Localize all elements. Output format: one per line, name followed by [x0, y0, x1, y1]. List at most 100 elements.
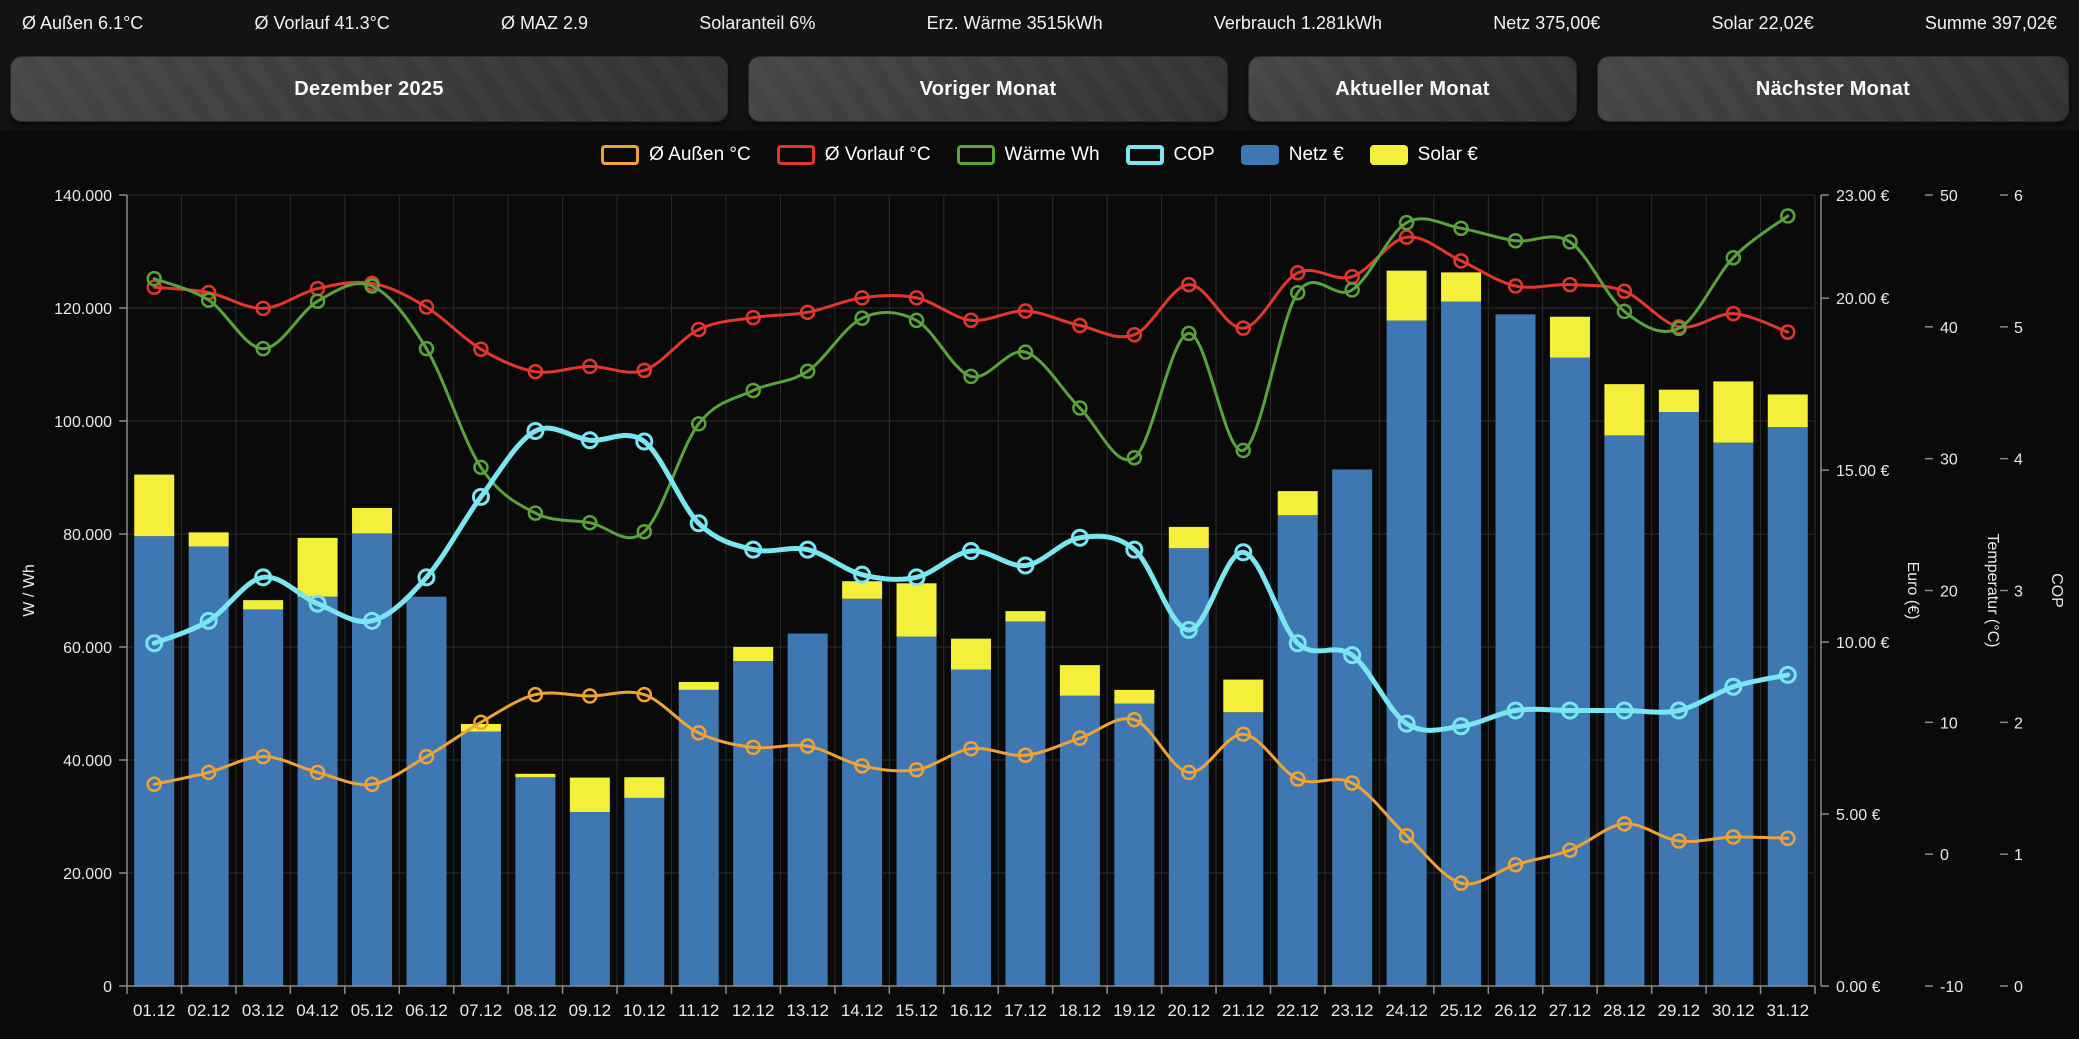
data-point-marker: [907, 568, 926, 587]
svg-text:18.12: 18.12: [1059, 1001, 1102, 1020]
data-point-marker: [744, 540, 763, 559]
svg-text:120.000: 120.000: [54, 301, 112, 318]
legend-fill-swatch: [1369, 145, 1408, 165]
svg-text:03.12: 03.12: [242, 1001, 285, 1020]
bar: [1168, 526, 1209, 549]
bar: [1223, 712, 1264, 986]
data-point-marker: [1616, 283, 1633, 299]
svg-text:08.12: 08.12: [514, 1001, 557, 1020]
data-point-marker: [908, 762, 925, 778]
data-point-marker: [636, 523, 653, 540]
bar: [896, 636, 937, 986]
svg-text:04.12: 04.12: [296, 1001, 339, 1020]
data-point-marker: [1289, 284, 1306, 301]
bar: [951, 669, 991, 986]
legend-item-solar-€[interactable]: Solar €: [1369, 144, 1478, 166]
data-point-marker: [146, 270, 162, 287]
svg-text:-10: -10: [1940, 979, 1963, 996]
data-point-marker: [1234, 543, 1253, 562]
data-point-marker: [1181, 276, 1197, 293]
data-point-marker: [799, 738, 816, 754]
svg-text:10: 10: [1940, 715, 1958, 732]
bar: [515, 773, 556, 778]
data-point-marker: [199, 611, 218, 630]
bar: [1441, 301, 1482, 986]
bar: [460, 731, 501, 986]
svg-text:2: 2: [2014, 715, 2023, 732]
bar: [1386, 270, 1427, 321]
data-point-marker: [690, 416, 707, 432]
bar: [1658, 412, 1699, 986]
bar: [1549, 316, 1590, 358]
bar: [842, 598, 883, 986]
data-point-marker: [1780, 324, 1796, 340]
next-month-button[interactable]: Nächster Monat: [1597, 56, 2069, 122]
data-point-marker: [473, 459, 489, 476]
data-point-marker: [636, 362, 653, 379]
data-point-marker: [1452, 717, 1471, 736]
svg-text:COP: COP: [2048, 573, 2065, 608]
svg-text:16.12: 16.12: [950, 1001, 993, 1020]
data-point-marker: [854, 758, 870, 774]
legend-item-netz-€[interactable]: Netz €: [1240, 144, 1344, 166]
data-point-marker: [1397, 714, 1416, 733]
bar: [1332, 469, 1373, 986]
legend-item-wärme-wh[interactable]: Wärme Wh: [956, 144, 1100, 166]
bar: [624, 777, 665, 798]
svg-text:Euro (€): Euro (€): [1904, 562, 1921, 620]
legend-label: Ø Außen °C: [649, 144, 751, 165]
legend-item--au-en-c[interactable]: Ø Außen °C: [601, 144, 751, 166]
chart-svg: 0 20.000 40.000 60.000 80.000 100.000 120.000 1…: [21, 188, 2065, 1020]
bar: [1604, 384, 1645, 436]
data-point-marker: [1017, 303, 1034, 319]
legend-label: COP: [1173, 144, 1215, 165]
data-point-marker: [1072, 400, 1088, 416]
svg-text:3: 3: [2014, 584, 2023, 601]
svg-text:22.12: 22.12: [1276, 1001, 1319, 1020]
data-point-marker: [255, 748, 271, 765]
data-point-marker: [963, 312, 979, 328]
data-point-marker: [1072, 730, 1088, 746]
data-point-marker: [364, 776, 380, 793]
data-point-marker: [1453, 220, 1469, 237]
gridlines: [127, 194, 1816, 986]
data-point-marker: [1344, 282, 1360, 298]
data-point-marker: [963, 740, 979, 757]
data-point-marker: [853, 565, 872, 584]
svg-text:15.12: 15.12: [895, 1001, 938, 1020]
data-point-marker: [745, 739, 761, 756]
data-point-marker: [309, 293, 326, 309]
svg-text:15.00 €: 15.00 €: [1836, 463, 1889, 480]
data-point-marker: [908, 312, 925, 329]
current-month-label-button[interactable]: Dezember 2025: [10, 56, 728, 122]
data-point-marker: [1235, 726, 1252, 742]
bar: [1386, 320, 1427, 986]
cop-line: [145, 421, 1797, 736]
svg-text:23.12: 23.12: [1331, 1001, 1374, 1020]
data-point-marker: [1181, 764, 1197, 781]
chart-legend: Ø Außen °C Ø Vorlauf °C Wärme Wh COP Netz € S…: [0, 144, 2079, 166]
data-point-marker: [308, 594, 327, 613]
axis-ticks: [119, 194, 2008, 994]
data-point-marker: [799, 363, 816, 380]
data-point-marker: [1506, 701, 1525, 720]
data-point-marker: [473, 714, 489, 731]
svg-text:29.12: 29.12: [1658, 1001, 1701, 1020]
data-point-marker: [1453, 253, 1469, 269]
outside-temp-line: [146, 686, 1796, 891]
data-point-marker: [1669, 701, 1688, 720]
svg-text:30.12: 30.12: [1712, 1001, 1755, 1020]
data-point-marker: [1398, 827, 1415, 844]
previous-month-button[interactable]: Voriger Monat: [748, 56, 1228, 122]
svg-text:50: 50: [1940, 188, 1958, 205]
bar: [1713, 381, 1754, 443]
legend-item--vorlauf-c[interactable]: Ø Vorlauf °C: [776, 144, 931, 166]
svg-text:40.000: 40.000: [63, 753, 112, 770]
legend-item-cop[interactable]: COP: [1125, 144, 1215, 166]
legend-outline-swatch: [601, 145, 640, 165]
data-point-marker: [636, 686, 653, 703]
svg-text:31.12: 31.12: [1767, 1001, 1810, 1020]
actual-month-button[interactable]: Aktueller Monat: [1248, 56, 1577, 122]
bar: [1277, 515, 1318, 986]
